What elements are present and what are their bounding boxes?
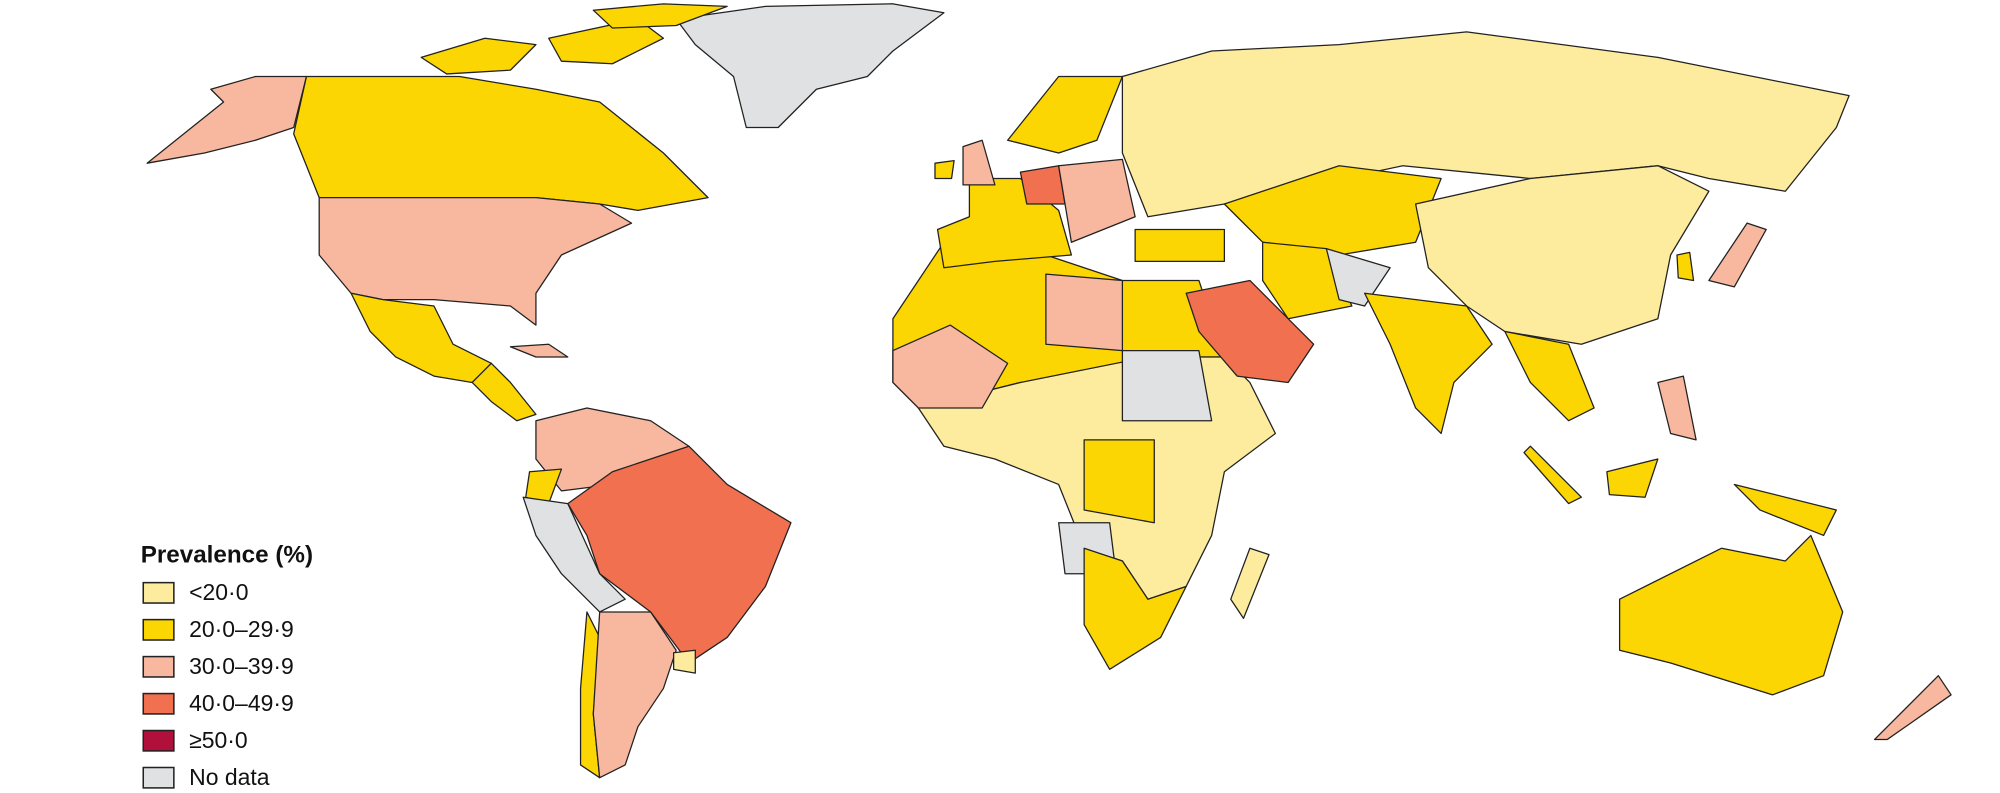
- legend-label: 40·0–49·9: [189, 690, 294, 716]
- country: [1121, 31, 1850, 218]
- legend-items: <20·0 20·0–29·9 30·0–39·9 40·0–49·9 ≥50·0 No …: [142, 579, 294, 790]
- legend-swatch: [142, 729, 175, 752]
- country: [1873, 675, 1952, 741]
- country: [1058, 158, 1136, 243]
- country: [1606, 458, 1659, 498]
- country: [1185, 279, 1315, 384]
- legend-swatch: [142, 692, 175, 715]
- legend-label: 20·0–29·9: [189, 616, 294, 642]
- country: [1657, 375, 1697, 441]
- legend-swatch: [142, 766, 175, 789]
- country: [1708, 222, 1767, 288]
- legend-swatch: [142, 655, 175, 678]
- country: [522, 496, 626, 613]
- country: [962, 139, 996, 186]
- legend-label: No data: [189, 764, 270, 790]
- country: [1230, 547, 1270, 619]
- country: [1523, 445, 1583, 505]
- map-layer: [146, 3, 1952, 779]
- country: [1083, 439, 1155, 524]
- country: [293, 75, 709, 211]
- country: [1618, 534, 1844, 696]
- country: [592, 611, 677, 779]
- legend: Prevalence (%) <20·0 20·0–29·9 30·0–39·9 40…: [141, 541, 313, 790]
- country: [1504, 330, 1595, 422]
- legend-swatch: [142, 581, 175, 604]
- country: [1007, 75, 1124, 154]
- legend-label: <20·0: [189, 579, 248, 605]
- legend-swatch: [142, 618, 175, 641]
- country: [1121, 349, 1213, 422]
- legend-label: ≥50·0: [189, 727, 248, 753]
- country: [672, 649, 696, 674]
- country: [1414, 165, 1710, 345]
- country: [1045, 273, 1124, 352]
- country: [509, 343, 569, 358]
- country: [350, 292, 492, 384]
- country: [1019, 165, 1066, 205]
- country: [1676, 251, 1695, 282]
- country: [146, 75, 308, 164]
- country: [567, 445, 792, 664]
- country: [892, 324, 1009, 409]
- country: [1134, 228, 1226, 262]
- country: [471, 362, 537, 422]
- country: [934, 160, 955, 180]
- country: [675, 3, 945, 129]
- country: [592, 3, 728, 29]
- country: [1325, 247, 1391, 307]
- country: [1083, 547, 1187, 670]
- country: [420, 37, 537, 75]
- legend-label: 30·0–39·9: [189, 653, 294, 679]
- legend-title: Prevalence (%): [141, 541, 313, 568]
- country: [1363, 292, 1493, 435]
- country: [1733, 483, 1837, 537]
